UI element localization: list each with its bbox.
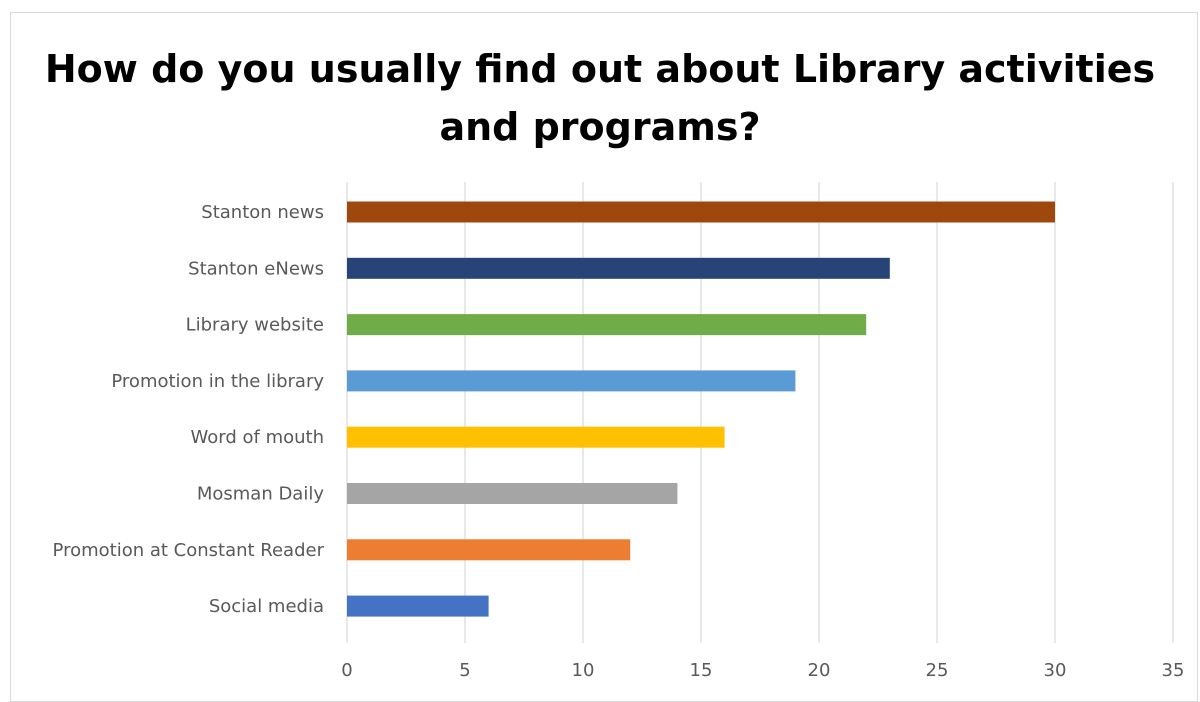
bar-7	[347, 595, 489, 617]
x-tick-label: 20	[808, 660, 831, 681]
bar-1	[347, 257, 890, 279]
bars	[347, 201, 1055, 617]
bar-2	[347, 314, 867, 336]
x-tick-label: 35	[1162, 660, 1185, 681]
bar-3	[347, 370, 796, 392]
bar-5	[347, 483, 678, 504]
category-label: Library website	[186, 315, 324, 336]
x-tick-label: 10	[572, 660, 595, 681]
bar-4	[347, 426, 725, 448]
category-labels: Stanton news Stanton eNews Library website…	[53, 202, 325, 617]
category-label: Promotion at Constant Reader	[53, 540, 325, 561]
x-tick-label: 15	[690, 660, 713, 681]
category-label: Mosman Daily	[197, 484, 325, 505]
x-tick-label: 0	[341, 660, 352, 681]
category-label: Social media	[209, 596, 324, 617]
chart-title: How do you usually find out about Librar…	[44, 47, 1156, 149]
gridlines	[346, 182, 1174, 643]
bar-6	[347, 539, 631, 561]
x-tick-label: 25	[926, 660, 949, 681]
bar-0	[347, 201, 1055, 223]
category-label: Stanton eNews	[188, 258, 324, 279]
chart-frame	[10, 12, 1198, 702]
x-tick-label: 30	[1044, 660, 1067, 681]
category-label: Stanton news	[201, 202, 324, 223]
category-label: Promotion in the library	[111, 371, 324, 392]
category-label: Word of mouth	[191, 427, 324, 448]
x-tick-label: 5	[459, 660, 470, 681]
x-tick-labels: 0 5 10 15 20 25 30 35	[341, 660, 1184, 681]
